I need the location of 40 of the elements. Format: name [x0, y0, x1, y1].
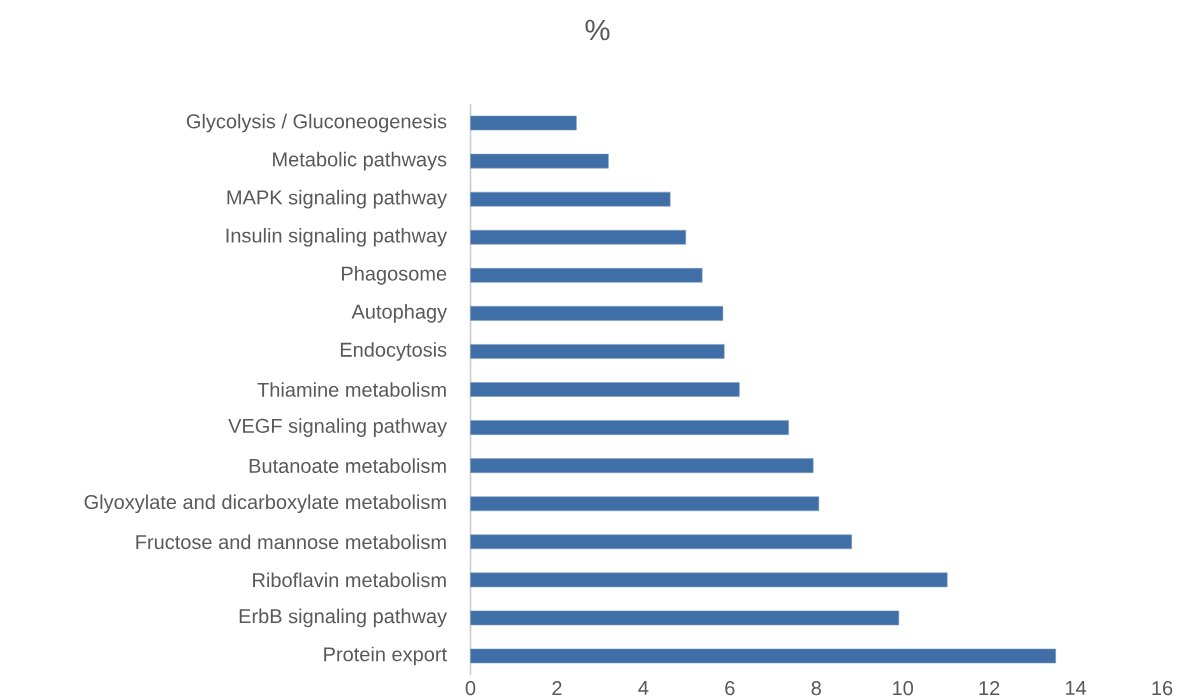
bar — [470, 268, 703, 283]
y-tick-label: Autophagy — [351, 304, 448, 323]
y-tick-label: MAPK signaling pathway — [227, 189, 448, 209]
bar — [470, 153, 609, 169]
y-tick-label: Glyoxylate and dicarboxylate metabolism — [84, 494, 446, 514]
bar — [470, 648, 1056, 664]
bar — [470, 610, 900, 626]
x-tick-label: 6 — [725, 681, 735, 696]
y-tick-label: Protein export — [324, 646, 447, 666]
y-tick-label: VEGF signaling pathway — [228, 418, 448, 437]
x-tick-label: 0 — [465, 681, 476, 696]
bar — [470, 191, 671, 207]
x-tick-label: 16 — [1152, 681, 1173, 696]
bar — [470, 496, 820, 512]
x-tick-label: 2 — [552, 681, 562, 696]
bar — [470, 229, 687, 245]
bar — [470, 572, 948, 588]
bar — [470, 420, 789, 435]
y-tick-label: Fructose and mannose metabolism — [136, 534, 446, 550]
y-tick-label: Butanoate metabolism — [249, 458, 446, 473]
y-tick-label: Phagosome — [342, 266, 447, 285]
bar — [470, 306, 724, 321]
y-tick-label: Metabolic pathways — [273, 151, 447, 171]
bar — [470, 115, 577, 131]
y-tick-label: ErbB signaling pathway — [239, 608, 448, 628]
y-tick-label: Insulin signaling pathway — [226, 227, 448, 247]
y-tick-label: Glycolysis / Gluconeogenesis — [186, 113, 447, 133]
x-tick-label: 12 — [979, 681, 1000, 696]
y-tick-label: Thiamine metabolism — [257, 382, 446, 397]
bar — [470, 344, 725, 359]
chart-title: % — [585, 19, 610, 41]
x-tick-label: 10 — [893, 681, 914, 696]
bar — [470, 458, 814, 473]
y-tick-label: Endocytosis — [340, 342, 447, 361]
bar — [470, 382, 740, 397]
y-tick-label: Riboflavin metabolism — [253, 572, 446, 588]
x-tick-label: 4 — [638, 681, 649, 695]
x-tick-label: 14 — [1065, 681, 1087, 695]
bar — [470, 534, 852, 550]
x-tick-label: 8 — [811, 681, 821, 696]
